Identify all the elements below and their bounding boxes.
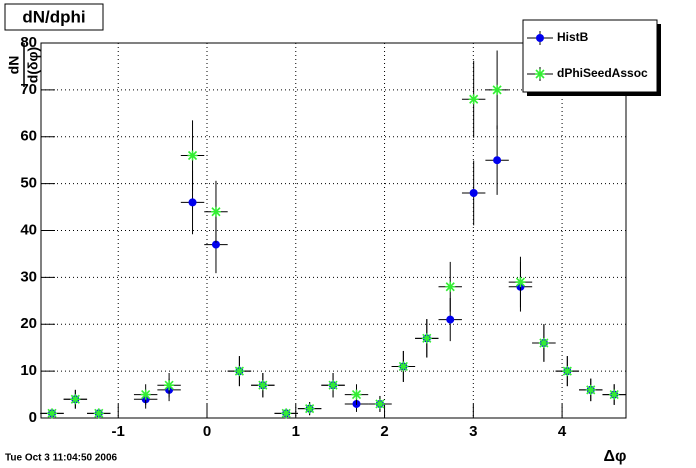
data-point — [469, 189, 478, 197]
timestamp: Tue Oct 3 11:04:50 2006 — [5, 453, 118, 464]
data-point — [445, 281, 456, 292]
x-tick-label: 0 — [203, 423, 211, 440]
legend-label: dPhiSeedAssoc — [557, 66, 648, 80]
y-tick-label: 60 — [20, 128, 37, 145]
data-point — [70, 394, 81, 405]
x-axis-label: Δφ — [604, 448, 627, 465]
y-axis-label: dN d(δφ) — [6, 43, 41, 87]
y-tick-label: 30 — [20, 268, 37, 285]
legend-marker — [536, 34, 544, 42]
data-point — [351, 389, 362, 400]
x-tick-label: 4 — [558, 423, 567, 440]
y-tick-label: 80 — [20, 34, 37, 51]
legend-label: HistB — [557, 30, 589, 44]
legend-marker — [535, 69, 545, 79]
y-tick-label: 20 — [20, 315, 37, 332]
y-tick-label: 40 — [20, 221, 37, 238]
x-tick-label: -1 — [112, 423, 125, 440]
data-point — [398, 361, 409, 372]
data-point — [234, 366, 245, 377]
legend-box — [522, 19, 658, 93]
y-label-numerator: dN — [6, 56, 22, 75]
data-point — [187, 150, 198, 161]
data-point — [421, 333, 432, 344]
y-label-denominator: d(δφ) — [25, 47, 41, 83]
x-tick-label: 1 — [292, 423, 300, 440]
x-tick-label: 3 — [469, 423, 477, 440]
title-box — [4, 3, 104, 31]
data-point — [585, 384, 596, 395]
data-point — [493, 156, 502, 165]
data-point — [374, 398, 385, 409]
data-point — [328, 380, 339, 391]
data-point — [446, 315, 455, 324]
data-point — [609, 389, 620, 400]
data-point — [281, 408, 292, 419]
y-tick-label: 70 — [20, 81, 37, 98]
y-tick-label: 0 — [29, 409, 37, 426]
data-point — [492, 84, 503, 95]
y-tick-label: 50 — [20, 175, 37, 192]
y-tick-label: 10 — [20, 362, 37, 379]
data-point — [562, 366, 573, 377]
data-point — [140, 389, 151, 400]
data-point — [257, 380, 268, 391]
x-tick-label: 2 — [380, 423, 388, 440]
data-point — [468, 94, 479, 105]
data-point — [211, 240, 220, 249]
data-point — [515, 277, 526, 288]
data-point — [47, 408, 58, 419]
data-point — [188, 198, 197, 207]
data-point — [164, 380, 175, 391]
data-point — [210, 206, 221, 217]
data-point — [93, 408, 104, 419]
chart-title: dN/dphi — [22, 7, 85, 26]
data-point — [538, 338, 549, 348]
data-point — [304, 403, 315, 414]
